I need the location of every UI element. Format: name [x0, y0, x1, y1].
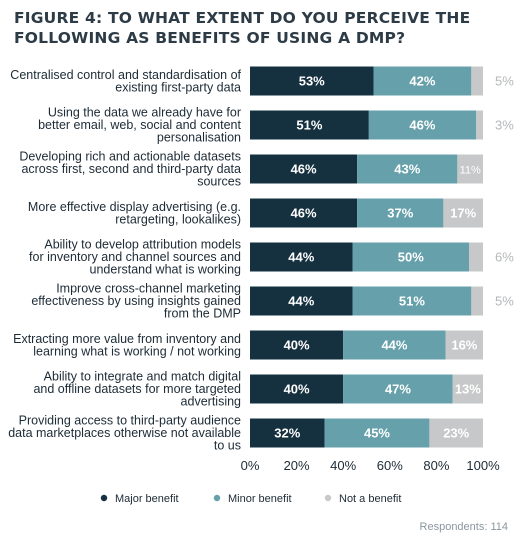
- x-axis: 0% 20% 40% 60% 80% 100%: [241, 458, 500, 473]
- data-label: 46%: [291, 206, 317, 221]
- data-label: 5%: [495, 294, 514, 309]
- x-tick-label: 80%: [423, 458, 449, 473]
- legend: Major benefit Minor benefit Not a benefit: [100, 493, 401, 505]
- bar-segment-major-benefit: [250, 374, 344, 404]
- bar-segment-minor-benefit: [352, 242, 470, 272]
- category-label: Ability to develop attribution models for…: [29, 238, 241, 277]
- bar-segment-major-benefit: [250, 198, 358, 228]
- bar-segment-not-a-benefit: [476, 110, 483, 140]
- category-label: Improve cross-channel marketing effective…: [31, 282, 241, 321]
- bar-segment-minor-benefit: [343, 374, 453, 404]
- category-label: Extracting more value from inventory and…: [13, 332, 241, 359]
- bar-segment-major-benefit: [250, 286, 353, 316]
- bar-segment-not-a-benefit: [471, 66, 483, 96]
- data-label: 13%: [455, 382, 481, 397]
- bar-segment-not-a-benefit: [445, 330, 483, 360]
- bar-segment-major-benefit: [250, 110, 369, 140]
- data-label: 46%: [291, 162, 317, 177]
- bar-segment-major-benefit: [250, 330, 344, 360]
- bar-segment-minor-benefit: [357, 154, 458, 184]
- bar-segment-not-a-benefit: [457, 154, 483, 184]
- data-label: 42%: [409, 74, 435, 89]
- bar-segment-major-benefit: [250, 66, 374, 96]
- bar-segment-minor-benefit: [324, 418, 430, 448]
- data-label: 45%: [364, 426, 390, 441]
- bar-segment-not-a-benefit: [429, 418, 483, 448]
- bar-segment-not-a-benefit: [452, 374, 483, 404]
- bar-segment-minor-benefit: [368, 110, 477, 140]
- data-label: 47%: [385, 382, 411, 397]
- data-label: 17%: [450, 206, 476, 221]
- bar-segment-major-benefit: [250, 418, 325, 448]
- data-label: 44%: [288, 294, 314, 309]
- bar-segment-minor-benefit: [357, 198, 444, 228]
- data-label: 11%: [460, 165, 481, 177]
- bar-segment-major-benefit: [250, 154, 358, 184]
- bars-layer: 53% 42% 5% 51% 46% 3% 46% 43% 11% 46% 37% 17% 44% 50%…: [250, 66, 514, 448]
- legend-swatch: [324, 494, 332, 502]
- data-label: 46%: [409, 118, 435, 133]
- data-label: 40%: [284, 382, 310, 397]
- data-label: 43%: [394, 162, 420, 177]
- bar-segment-minor-benefit: [373, 66, 472, 96]
- bar-segment-major-benefit: [250, 242, 353, 272]
- x-tick-label: 0%: [241, 458, 260, 473]
- bar-segment-minor-benefit: [343, 330, 446, 360]
- respondents-note: Respondents: 114: [419, 521, 508, 533]
- legend-label: Not a benefit: [339, 493, 401, 505]
- x-tick-label: 20%: [284, 458, 310, 473]
- category-label: Ability to integrate and match digital an…: [33, 370, 241, 409]
- legend-swatch: [213, 494, 221, 502]
- bar-segment-minor-benefit: [352, 286, 472, 316]
- x-tick-label: 60%: [377, 458, 403, 473]
- category-label: Providing access to third-party audience…: [8, 414, 241, 453]
- data-label: 23%: [443, 426, 469, 441]
- data-label: 16%: [451, 338, 477, 353]
- legend-swatch: [100, 494, 108, 502]
- bar-segment-not-a-benefit: [443, 198, 483, 228]
- chart-title: FIGURE 4: TO WHAT EXTENT DO YOU PERCEIVE…: [14, 9, 471, 47]
- data-label: 37%: [387, 206, 413, 221]
- data-label: 32%: [274, 426, 300, 441]
- data-label: 51%: [399, 294, 425, 309]
- legend-label: Minor benefit: [228, 493, 292, 505]
- category-label: Centralised control and standardisation …: [10, 68, 241, 95]
- category-label: More effective display advertising (e.g.…: [28, 200, 241, 227]
- data-label: 40%: [284, 338, 310, 353]
- category-labels-layer: Centralised control and standardisation …: [8, 68, 241, 453]
- category-label: Developing rich and actionable datasets a…: [19, 150, 241, 189]
- x-tick-label: 100%: [466, 458, 500, 473]
- bar-segment-not-a-benefit: [471, 286, 483, 316]
- bar-segment-not-a-benefit: [469, 242, 483, 272]
- data-label: 5%: [495, 74, 514, 89]
- data-label: 6%: [495, 250, 514, 265]
- legend-label: Major benefit: [115, 493, 179, 505]
- data-label: 51%: [296, 118, 322, 133]
- data-label: 3%: [495, 118, 514, 133]
- data-label: 44%: [288, 250, 314, 265]
- data-label: 53%: [299, 74, 325, 89]
- category-label: Using the data we already have for better…: [38, 106, 241, 145]
- x-tick-label: 40%: [330, 458, 356, 473]
- data-label: 44%: [381, 338, 407, 353]
- data-label: 50%: [398, 250, 424, 265]
